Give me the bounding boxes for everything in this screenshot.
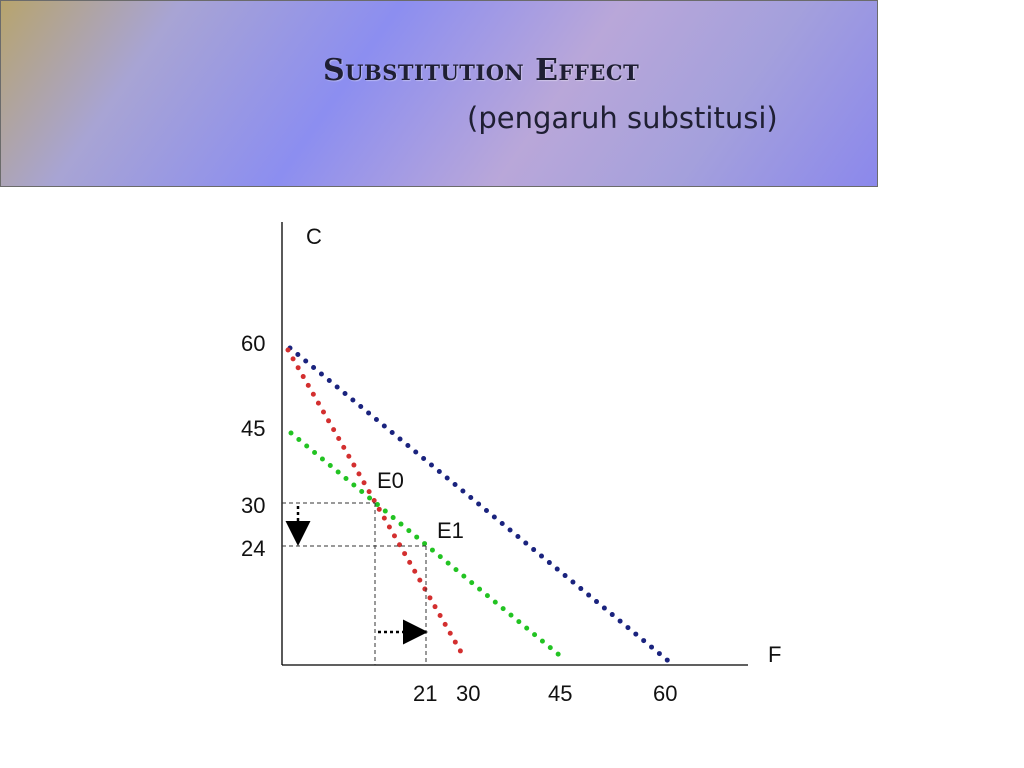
x-tick-label: 30 xyxy=(456,681,480,706)
y-tick-label: 30 xyxy=(241,493,265,518)
equilibrium-label-e1: E1 xyxy=(437,518,464,543)
original-budget-line xyxy=(287,345,675,667)
x-tick-label: 45 xyxy=(548,681,572,706)
x-tick-label: 60 xyxy=(653,681,677,706)
title-banner: Substitution Effect (pengaruh substitusi… xyxy=(0,0,878,187)
slide-title: Substitution Effect xyxy=(323,53,640,88)
equilibrium-label-e0: E0 xyxy=(377,468,404,493)
x-axis-label: F xyxy=(768,642,781,667)
y-tick-label: 45 xyxy=(241,416,265,441)
slide-subtitle: (pengaruh substitusi) xyxy=(467,101,778,135)
compensated-budget-line xyxy=(288,430,567,662)
x-tick-label: 21 xyxy=(413,681,437,706)
y-axis-label: C xyxy=(306,224,322,249)
y-tick-label: 60 xyxy=(241,331,265,356)
new-budget-line xyxy=(285,347,468,662)
y-tick-label: 24 xyxy=(241,536,265,561)
